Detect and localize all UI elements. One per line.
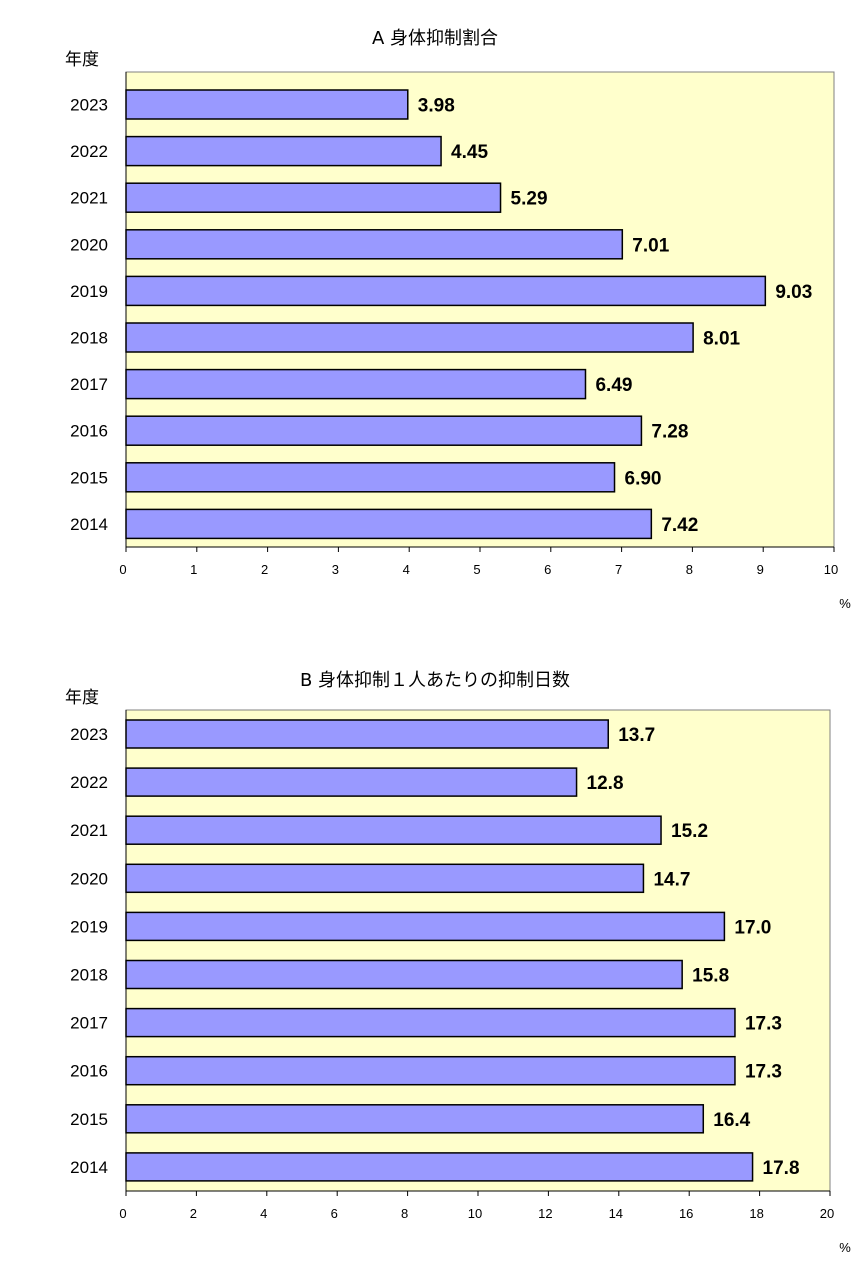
- chart-a-x-tick-label: 8: [686, 562, 693, 577]
- chart-a-bar-2018: [125, 322, 694, 353]
- chart-a-value-label-2023: 3.98: [418, 96, 455, 117]
- chart-b-value-label-2017: 17.3: [745, 1014, 782, 1035]
- chart-b-x-tick-label: 10: [468, 1206, 482, 1221]
- chart-a-x-tick-label: 6: [544, 562, 551, 577]
- chart-a-value-label-2016: 7.28: [651, 422, 688, 443]
- chart-a-category-label-2016: 2016: [70, 422, 108, 441]
- chart-a-bar-2022: [125, 135, 442, 167]
- chart-a-y-axis-label: 年度: [65, 50, 99, 69]
- chart-a-x-tick-label: 2: [261, 562, 268, 577]
- chart-a-bar-2020: [125, 229, 624, 260]
- chart-b-x-tick-label: 14: [609, 1206, 623, 1221]
- chart-a-x-tick-label: 7: [615, 562, 622, 577]
- chart-b-x-axis-unit: %: [839, 1240, 851, 1255]
- chart-a-category-label-2022: 2022: [70, 142, 108, 161]
- chart-a-value-label-2021: 5.29: [511, 189, 548, 210]
- chart-b-category-label-2019: 2019: [70, 917, 108, 936]
- chart-a-category-label-2018: 2018: [70, 329, 108, 348]
- chart-b-value-label-2021: 15.2: [671, 821, 708, 842]
- chart-b-bar-2015: [125, 1104, 705, 1134]
- chart-a-x-tick-label: 4: [403, 562, 410, 577]
- chart-a-category-label-2014: 2014: [70, 515, 108, 534]
- chart-a-title: A 身体抑制割合: [372, 28, 498, 49]
- chart-b-value-label-2016: 17.3: [745, 1062, 782, 1083]
- chart-a-bar-2016: [125, 415, 643, 446]
- chart-a-value-label-2014: 7.42: [661, 515, 698, 536]
- chart-b-value-label-2019: 17.0: [734, 917, 771, 938]
- chart-a-value-label-2018: 8.01: [703, 329, 740, 350]
- chart-a-category-label-2015: 2015: [70, 468, 108, 487]
- chart-a-x-tick-label: 3: [332, 562, 339, 577]
- chart-b-title: B 身体抑制１人あたりの抑制日数: [300, 670, 570, 691]
- chart-a-bar-2019: [125, 275, 767, 307]
- chart-b-bar-2019: [125, 911, 726, 942]
- chart-b-value-label-2020: 14.7: [653, 869, 690, 890]
- chart-b-category-label-2016: 2016: [70, 1062, 108, 1081]
- chart-b-category-label-2021: 2021: [70, 821, 108, 840]
- chart-a-x-tick-label: 1: [190, 562, 197, 577]
- chart-a-x-tick-label: 0: [119, 562, 126, 577]
- chart-b-y-axis-label: 年度: [65, 688, 99, 707]
- chart-b-category-label-2015: 2015: [70, 1110, 108, 1129]
- chart-a-category-label-2023: 2023: [70, 96, 108, 115]
- chart-b-category-label-2022: 2022: [70, 773, 108, 792]
- chart-b-bar-2014: [125, 1152, 754, 1182]
- chart-a-value-label-2022: 4.45: [451, 142, 488, 163]
- chart-b-bar-2017: [125, 1007, 736, 1038]
- chart-b-category-label-2020: 2020: [70, 869, 108, 888]
- chart-a-category-label-2017: 2017: [70, 375, 108, 394]
- chart-b-value-label-2023: 13.7: [618, 725, 655, 746]
- chart-b-value-label-2018: 15.8: [692, 966, 729, 987]
- chart-b-bar-2023: [125, 719, 609, 749]
- chart-b-category-label-2018: 2018: [70, 966, 108, 985]
- chart-a-category-label-2020: 2020: [70, 235, 108, 254]
- chart-b-value-label-2022: 12.8: [587, 773, 624, 794]
- chart-a-value-label-2020: 7.01: [632, 235, 669, 256]
- chart-b-x-tick-label: 4: [260, 1206, 267, 1221]
- chart-a-bar-2015: [125, 462, 616, 493]
- chart-b-bar-2018: [125, 959, 683, 990]
- chart-a-bar-2017: [125, 368, 587, 400]
- chart-a-value-label-2015: 6.90: [625, 468, 662, 489]
- chart-b-x-tick-label: 16: [679, 1206, 693, 1221]
- chart-a-x-tick-label: 5: [473, 562, 480, 577]
- chart-b-value-label-2015: 16.4: [713, 1110, 750, 1131]
- chart-a-category-label-2019: 2019: [70, 282, 108, 301]
- chart-b-category-label-2014: 2014: [70, 1158, 108, 1177]
- chart-b-bar-2016: [125, 1055, 736, 1086]
- chart-b-x-tick-label: 20: [820, 1206, 834, 1221]
- chart-b-x-tick-label: 2: [190, 1206, 197, 1221]
- chart-a-category-label-2021: 2021: [70, 189, 108, 208]
- chart-a-x-tick-label: 9: [757, 562, 764, 577]
- chart-a-x-axis-unit: %: [839, 596, 851, 611]
- chart-a-value-label-2019: 9.03: [775, 282, 812, 303]
- chart-a-value-label-2017: 6.49: [595, 375, 632, 396]
- chart-b-x-tick-label: 6: [331, 1206, 338, 1221]
- chart-a-x-tick-label: 10: [824, 562, 838, 577]
- chart-b-bar-2022: [125, 767, 578, 797]
- chart-b-x-tick-label: 18: [749, 1206, 763, 1221]
- chart-b-value-label-2014: 17.8: [763, 1158, 800, 1179]
- chart-b-bar-2021: [125, 815, 662, 845]
- chart-b-x-tick-label: 8: [401, 1206, 408, 1221]
- chart-b-bar-2020: [125, 863, 645, 894]
- chart-b-x-tick-label: 12: [538, 1206, 552, 1221]
- chart-a-bar-2021: [125, 182, 502, 213]
- chart-b-x-tick-label: 0: [119, 1206, 126, 1221]
- chart-a-bar-2014: [125, 508, 653, 540]
- chart-b-category-label-2023: 2023: [70, 725, 108, 744]
- chart-b-category-label-2017: 2017: [70, 1014, 108, 1033]
- chart-a-bar-2023: [125, 89, 409, 120]
